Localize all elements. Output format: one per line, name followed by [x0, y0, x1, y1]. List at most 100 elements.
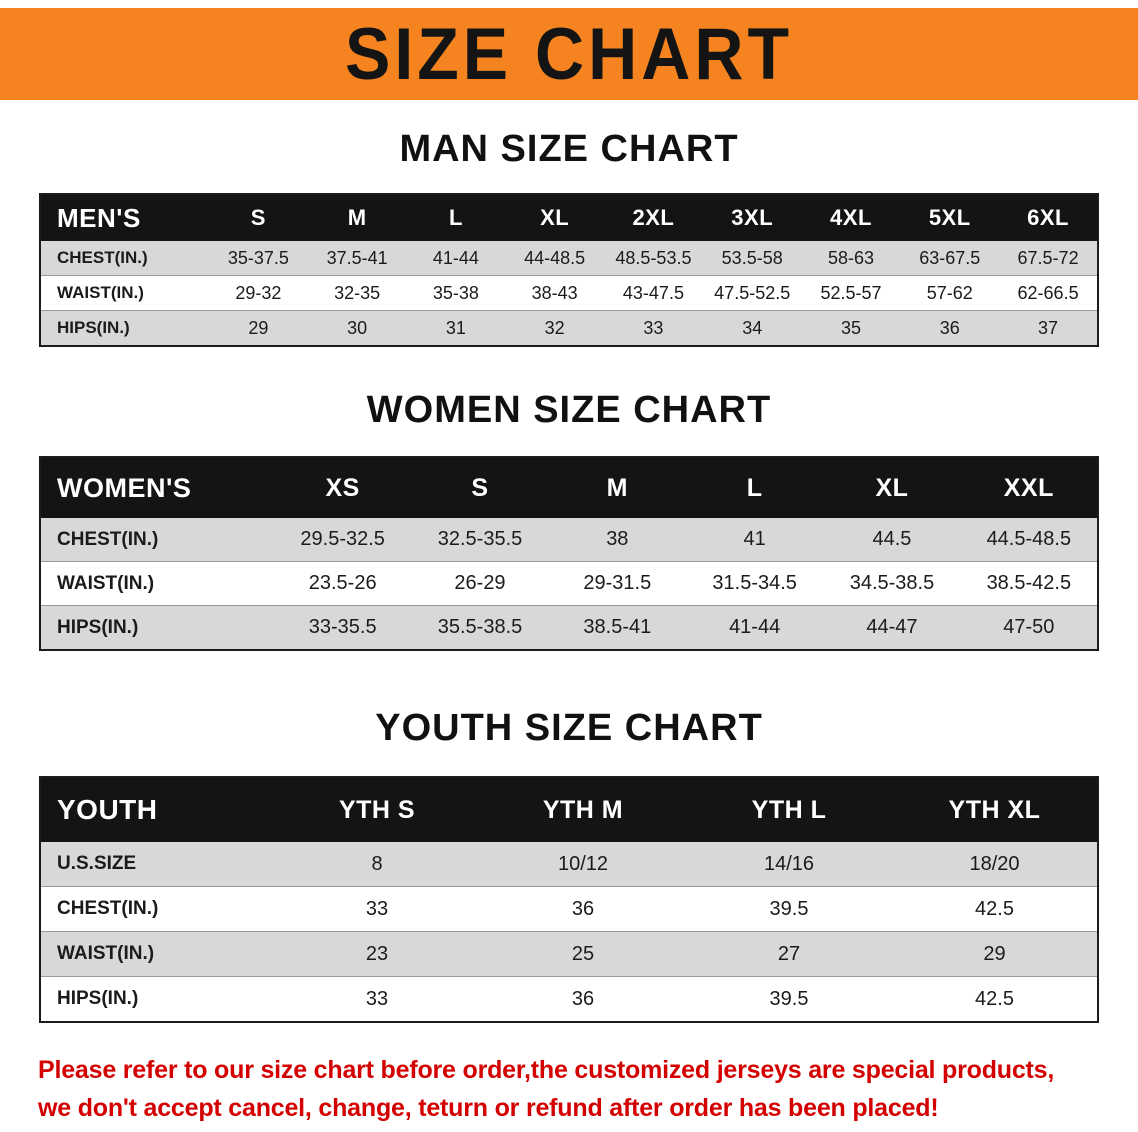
table-cell: 32 [544, 317, 565, 338]
column-header: 3XL [702, 194, 802, 241]
table-cell: 23.5-26 [274, 561, 412, 606]
youth-section-heading: YOUTH SIZE CHART [375, 707, 763, 749]
column-header: YTH M [480, 777, 686, 842]
footer-note-line-2: we don't accept cancel, change, teturn o… [38, 1094, 939, 1122]
table-cell: 10/12 [480, 842, 686, 887]
table-cell: 44-47 [866, 616, 918, 638]
column-header: S [411, 457, 549, 518]
table-cell: 38-43 [505, 275, 605, 311]
table-cell: 29 [248, 317, 269, 338]
table-cell: 37.5-41 [307, 241, 407, 276]
column-header: M [548, 457, 686, 518]
table-cell: 38.5-42.5 [960, 561, 1098, 606]
table-row: CHEST(IN.) 29.5-32.5 32.5-35.5 38 41 44.5 44.5… [40, 518, 1098, 562]
women-section-heading: WOMEN SIZE CHART [366, 389, 772, 431]
table-cell: 18/20 [892, 842, 1098, 887]
table-cell: 29 [892, 931, 1098, 977]
table-cell: 36 [939, 317, 960, 338]
table-cell: 32-35 [307, 275, 407, 311]
table-cell: 35-38 [406, 275, 506, 311]
table-cell: 44.5 [823, 518, 961, 562]
women-size-table: WOMEN'S XS S M L XL XXL CHEST(IN.) 29.5-32.5 32.5… [39, 456, 1099, 651]
column-header: YTH XL [892, 777, 1098, 842]
youth-size-table: YOUTH YTH S YTH M YTH L YTH XL U.S.SIZE 8 10/12… [39, 776, 1099, 1023]
table-cell: 37 [1038, 317, 1059, 338]
column-header: XL [505, 194, 605, 241]
table-corner-label: MEN'S [40, 194, 209, 241]
table-cell: 48.5-53.5 [604, 241, 703, 276]
table-cell: 43-47.5 [604, 275, 703, 311]
table-row: U.S.SIZE 8 10/12 14/16 18/20 [40, 842, 1098, 887]
table-cell: 31.5-34.5 [685, 561, 824, 606]
table-row: CHEST(IN.) 35-37.5 37.5-41 41-44 44-48.5 48.5… [40, 241, 1098, 276]
column-header: L [406, 194, 506, 241]
table-cell: 31 [445, 317, 466, 338]
table-cell: 23 [274, 931, 480, 977]
footer-note: Please refer to our size chart before or… [38, 1051, 1100, 1127]
table-cell: 32.5-35.5 [411, 518, 549, 562]
row-label: CHEST(IN.) [40, 518, 274, 562]
table-cell: 33 [274, 886, 480, 932]
column-header: 6XL [999, 194, 1098, 241]
column-header: XXL [960, 457, 1098, 518]
table-cell: 34 [742, 317, 763, 338]
table-row: HIPS(IN.) 29 30 31 32 33 34 35 36 37 [40, 310, 1098, 346]
table-cell: 27 [686, 931, 892, 977]
table-corner-label: YOUTH [40, 777, 274, 842]
table-header-row: MEN'S S M L XL 2XL 3XL 4XL 5XL 6XL [40, 194, 1098, 241]
table-corner-label: WOMEN'S [40, 457, 274, 518]
table-cell: 38 [548, 518, 686, 562]
table-cell: 29-32 [209, 275, 308, 311]
table-cell: 35-37.5 [209, 241, 308, 276]
table-cell: 58-63 [801, 241, 901, 276]
table-row: WAIST(IN.) 29-32 32-35 35-38 38-43 43-47.5 47.… [40, 275, 1098, 311]
row-label: HIPS(IN.) [57, 616, 139, 638]
column-header: XL [823, 457, 961, 518]
row-label: CHEST(IN.) [40, 241, 209, 276]
table-cell: 41 [685, 518, 824, 562]
table-cell: 34.5-38.5 [823, 561, 961, 606]
row-label: WAIST(IN.) [40, 561, 274, 606]
row-label: WAIST(IN.) [40, 275, 209, 311]
column-header: 4XL [801, 194, 901, 241]
column-header: S [209, 194, 308, 241]
table-cell: 35 [840, 317, 861, 338]
table-cell: 36 [480, 886, 686, 932]
column-header: M [307, 194, 407, 241]
table-cell: 25 [480, 931, 686, 977]
column-header: L [685, 457, 824, 518]
table-cell: 42.5 [975, 987, 1014, 1010]
table-cell: 44.5-48.5 [960, 518, 1098, 562]
table-cell: 53.5-58 [702, 241, 802, 276]
column-header: 5XL [900, 194, 1000, 241]
table-cell: 35.5-38.5 [437, 616, 523, 638]
row-label: WAIST(IN.) [40, 931, 274, 977]
men-size-table: MEN'S S M L XL 2XL 3XL 4XL 5XL 6XL CHEST(IN.) 35-37… [39, 193, 1099, 347]
table-cell: 38.5-41 [583, 616, 652, 638]
column-header: XS [274, 457, 412, 518]
banner: SIZE CHART [0, 8, 1138, 100]
table-header-row: WOMEN'S XS S M L XL XXL [40, 457, 1098, 518]
column-header: 2XL [604, 194, 703, 241]
table-cell: 14/16 [686, 842, 892, 887]
table-cell: 8 [274, 842, 480, 887]
table-cell: 44-48.5 [505, 241, 605, 276]
table-cell: 41-44 [406, 241, 506, 276]
table-row: HIPS(IN.) 33 36 39.5 42.5 [40, 976, 1098, 1022]
page-title: SIZE CHART [345, 12, 793, 96]
table-cell: 42.5 [892, 886, 1098, 932]
table-cell: 41-44 [729, 616, 781, 638]
table-header-row: YOUTH YTH S YTH M YTH L YTH XL [40, 777, 1098, 842]
table-cell: 33-35.5 [308, 616, 377, 638]
table-cell: 33 [365, 987, 389, 1010]
row-label: U.S.SIZE [40, 842, 274, 887]
table-cell: 26-29 [411, 561, 549, 606]
table-cell: 63-67.5 [900, 241, 1000, 276]
table-cell: 39.5 [769, 987, 809, 1010]
men-section-heading: MAN SIZE CHART [399, 128, 739, 170]
column-header: YTH S [274, 777, 480, 842]
table-cell: 29-31.5 [548, 561, 686, 606]
table-row: WAIST(IN.) 23.5-26 26-29 29-31.5 31.5-34.5 34… [40, 561, 1098, 606]
table-cell: 30 [347, 317, 368, 338]
